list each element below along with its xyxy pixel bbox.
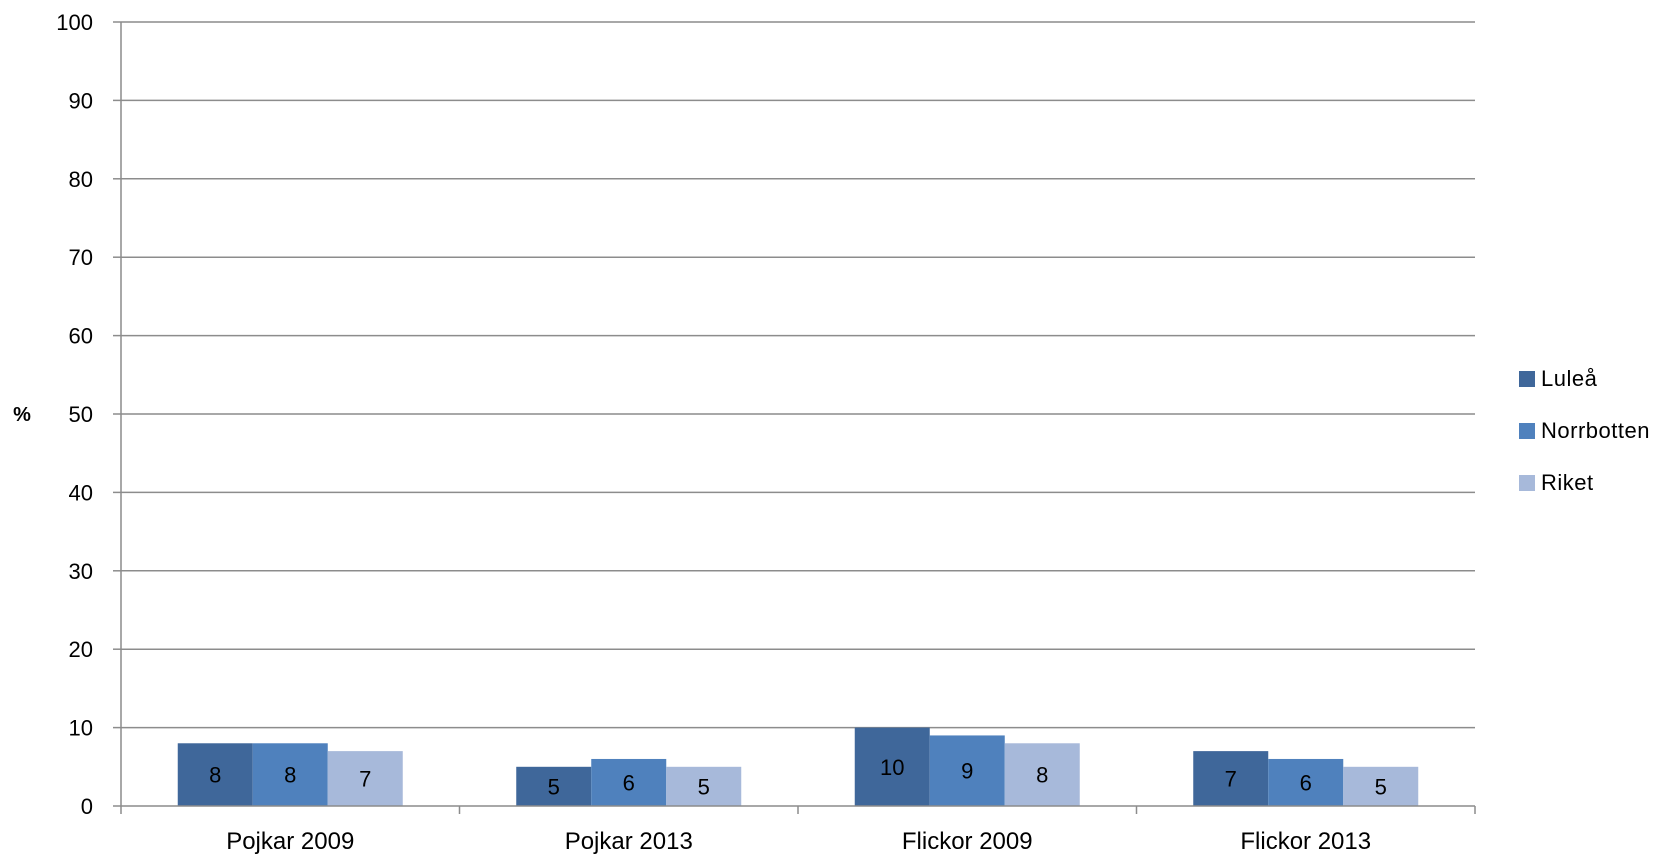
- data-label: 10: [880, 755, 904, 780]
- y-axis-label: %: [13, 404, 31, 426]
- data-label: 9: [961, 759, 973, 784]
- data-labels: 8 8 7 5 6 5 10 9 8 7 6 5: [209, 755, 1387, 800]
- y-tick-labels: 0 10 20 30 40 50 60 70 80 90 100: [56, 10, 93, 819]
- data-label: 6: [623, 770, 635, 795]
- y-tick-label: 90: [69, 88, 93, 113]
- legend-swatch: [1519, 423, 1535, 439]
- x-tick-label: Pojkar 2013: [565, 828, 693, 855]
- legend-label: Riket: [1541, 470, 1594, 495]
- data-label: 8: [209, 763, 221, 788]
- y-tick-label: 20: [69, 637, 93, 662]
- y-tick-label: 70: [69, 245, 93, 270]
- data-label: 5: [1375, 774, 1387, 799]
- x-tick-label: Flickor 2013: [1240, 828, 1371, 855]
- y-tick-label: 40: [69, 480, 93, 505]
- bar: [666, 766, 742, 806]
- y-tick-label: 100: [56, 10, 93, 35]
- bar: [1343, 766, 1419, 806]
- bar: [177, 743, 253, 806]
- y-tick-label: 10: [69, 716, 93, 741]
- x-tick-label: Pojkar 2009: [226, 828, 354, 855]
- x-tick-label: Flickor 2009: [902, 828, 1033, 855]
- legend-swatch: [1519, 371, 1535, 387]
- bar: [252, 743, 328, 806]
- data-label: 7: [359, 767, 371, 792]
- legend-item-luleå: Luleå: [1519, 366, 1650, 392]
- legend-swatch: [1519, 475, 1535, 491]
- y-tick-label: 60: [69, 324, 93, 349]
- y-tick-label: 80: [69, 167, 93, 192]
- axes: [113, 21, 1476, 814]
- data-label: 8: [284, 763, 296, 788]
- y-tick-label: 0: [81, 794, 93, 819]
- bar: [1268, 758, 1344, 806]
- bars: [177, 727, 1419, 806]
- data-label: 5: [698, 774, 710, 799]
- legend-item-norrbotten: Norrbotten: [1519, 418, 1650, 444]
- legend-item-riket: Riket: [1519, 470, 1650, 496]
- bar: [854, 727, 930, 806]
- y-tick-label: 30: [69, 559, 93, 584]
- legend-label: Norrbotten: [1541, 418, 1650, 443]
- legend: Luleå Norrbotten Riket: [1519, 366, 1650, 522]
- data-label: 5: [548, 774, 560, 799]
- data-label: 7: [1225, 767, 1237, 792]
- data-label: 8: [1036, 763, 1048, 788]
- bar: [1193, 751, 1269, 806]
- bar: [591, 758, 667, 806]
- bar: [327, 751, 403, 806]
- bar: [516, 766, 592, 806]
- bar: [929, 735, 1005, 806]
- data-label: 6: [1300, 770, 1312, 795]
- x-tick-labels: Pojkar 2009 Pojkar 2013 Flickor 2009 Flicko…: [226, 828, 1371, 855]
- y-tick-label: 50: [69, 402, 93, 427]
- gridlines: [121, 21, 1475, 729]
- legend-label: Luleå: [1541, 366, 1598, 391]
- bar: [1004, 743, 1080, 806]
